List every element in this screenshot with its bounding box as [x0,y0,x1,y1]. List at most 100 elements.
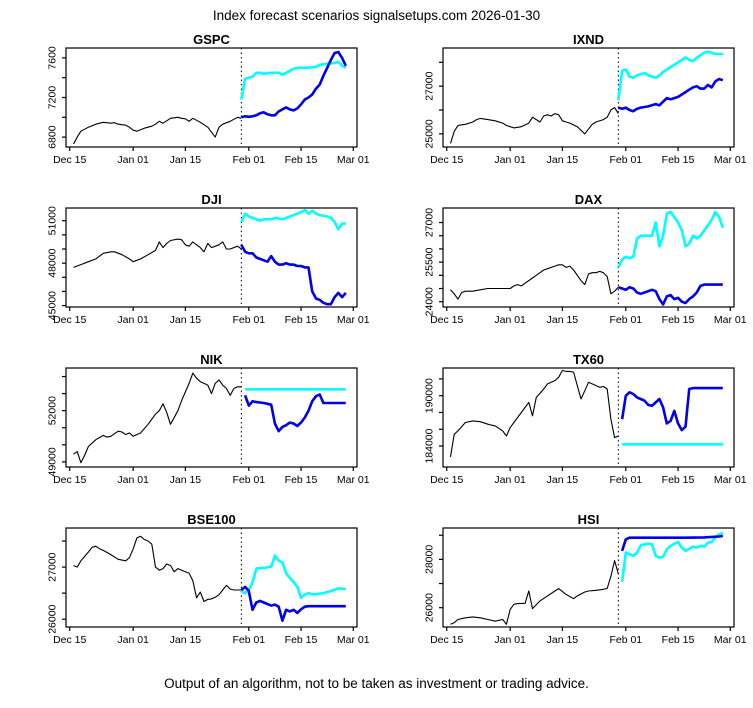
x-axis-label: Feb 15 [662,154,695,166]
chart-panel-bse100: BSE100 26000 27000 Dec 15 Jan 01 Jan 15 Feb 01… [0,514,377,674]
chart-title: GSPC [193,34,230,47]
x-axis-label: Feb 01 [609,474,642,486]
y-axis-label: 26000 [47,604,59,633]
x-axis-label: Jan 15 [547,634,579,646]
x-axis-label: Mar 01 [337,154,370,166]
x-axis-label: Jan 01 [117,154,149,166]
plot-frame [65,527,358,628]
x-axis-label: Feb 01 [232,154,265,166]
x-axis-label: Feb 15 [285,634,318,646]
series-forecast-cyan [240,208,346,231]
x-axis-label: Jan 01 [494,634,526,646]
plot-frame [442,367,735,468]
chart-title: NIK [200,354,223,367]
y-axis-label: 52000 [47,396,59,425]
chart-panel-hsi: HSI 26000 28000 Dec 15 Jan 01 Jan 15 Feb 01 Feb… [377,514,753,674]
x-axis-label: Feb 01 [232,474,265,486]
x-axis-label: Jan 01 [117,474,149,486]
chart-ixnd: IXND 25000 27000 Dec 15 Jan 01 Jan 15 Feb 01 Fe… [424,34,747,166]
chart-title: HSI [578,514,600,527]
series-forecast-blue [243,393,346,433]
series-forecast-blue [240,585,346,622]
chart-title: DJI [201,194,221,207]
y-axis-label: 6800 [47,125,59,149]
chart-nik: NIK 49000 52000 Dec 15 Jan 01 Jan 15 Feb 01 Feb… [47,354,370,486]
x-axis-label: Dec 15 [430,474,463,486]
series-forecast-blue [620,534,723,552]
chart-dax: DAX 24000 25500 27000 Dec 15 Jan 01 Jan 15 Feb … [424,194,747,326]
chart-hsi: HSI 26000 28000 Dec 15 Jan 01 Jan 15 Feb 01 Feb… [424,514,747,646]
x-axis-label: Jan 01 [494,314,526,326]
chart-bse100: BSE100 26000 27000 Dec 15 Jan 01 Jan 15 Feb 01… [47,514,370,646]
y-axis-label: 7600 [47,46,59,70]
chart-panel-nik: NIK 49000 52000 Dec 15 Jan 01 Jan 15 Feb 01 Feb… [0,354,377,514]
series-forecast-blue [240,50,347,119]
x-axis-label: Mar 01 [714,154,747,166]
x-axis-label: Dec 15 [53,474,86,486]
series-historical [73,238,242,268]
x-axis-label: Mar 01 [714,474,747,486]
y-axis-label: 49000 [47,447,59,476]
x-axis-label: Jan 01 [117,314,149,326]
chart-title: BSE100 [187,514,235,527]
x-axis-label: Feb 15 [662,634,695,646]
y-axis-label: 27000 [47,552,59,581]
x-axis-label: Feb 01 [609,314,642,326]
disclaimer-text: Output of an algorithm, not to be taken … [164,676,589,691]
x-axis-label: Feb 15 [285,314,318,326]
x-axis-label: Jan 15 [170,634,202,646]
chart-title: DAX [575,194,603,207]
x-axis-label: Jan 15 [170,314,202,326]
y-axis-label: 26000 [424,593,436,622]
x-axis-label: Dec 15 [430,154,463,166]
chart-panel-dax: DAX 24000 25500 27000 Dec 15 Jan 01 Jan 15 Feb … [377,194,753,354]
series-forecast-blue [617,283,723,306]
x-axis-label: Jan 15 [547,474,579,486]
x-axis-label: Jan 01 [117,634,149,646]
x-axis-label: Jan 15 [170,474,202,486]
x-axis-label: Feb 15 [662,314,695,326]
x-axis-label: Dec 15 [430,314,463,326]
y-axis-label: 27000 [424,71,436,100]
chart-grid: GSPC 6800 7200 7600 Dec 15 Jan 01 Jan 15 Feb 01… [0,34,753,674]
series-historical [73,116,242,145]
series-historical [73,372,242,464]
series-forecast-cyan [617,50,723,101]
series-historical [449,369,619,457]
chart-panel-tx60: TX60 184000 190000 Dec 15 Jan 01 Jan 15 Feb 01… [377,354,753,514]
x-axis-label: Dec 15 [53,314,86,326]
x-axis-label: Mar 01 [337,314,370,326]
x-axis-label: Jan 15 [547,154,579,166]
x-axis-label: Dec 15 [430,634,463,646]
series-forecast-cyan [240,554,346,600]
page-title: Index forecast scenarios signalsetups.co… [212,8,541,23]
x-axis-label: Mar 01 [337,634,370,646]
series-historical [450,560,619,625]
series-forecast-blue [240,244,347,306]
x-axis-label: Mar 01 [337,474,370,486]
y-axis-label: 24000 [424,287,436,316]
y-axis-label: 7200 [47,86,59,110]
plot-frame [442,527,735,628]
series-forecast-cyan [240,60,347,100]
x-axis-label: Jan 01 [494,154,526,166]
series-forecast-cyan [620,532,724,582]
x-axis-label: Feb 01 [232,634,265,646]
chart-gspc: GSPC 6800 7200 7600 Dec 15 Jan 01 Jan 15 Feb 01… [47,34,370,166]
chart-panel-gspc: GSPC 6800 7200 7600 Dec 15 Jan 01 Jan 15 Feb 01… [0,34,377,194]
x-axis-label: Feb 15 [662,474,695,486]
y-axis-label: 184000 [424,428,436,463]
y-axis-label: 51000 [47,206,59,235]
x-axis-label: Feb 01 [609,154,642,166]
y-axis-label: 27000 [424,208,436,237]
chart-panel-ixnd: IXND 25000 27000 Dec 15 Jan 01 Jan 15 Feb 01 Fe… [377,34,753,194]
x-axis-label: Feb 01 [609,634,642,646]
series-forecast-cyan [617,210,725,268]
x-axis-label: Mar 01 [714,634,747,646]
x-axis-label: Jan 15 [170,154,202,166]
series-forecast-blue [620,386,723,432]
chart-tx60: TX60 184000 190000 Dec 15 Jan 01 Jan 15 Feb 01… [424,354,747,486]
series-historical [450,264,619,300]
plot-frame [442,47,735,148]
plot-frame [65,207,358,308]
